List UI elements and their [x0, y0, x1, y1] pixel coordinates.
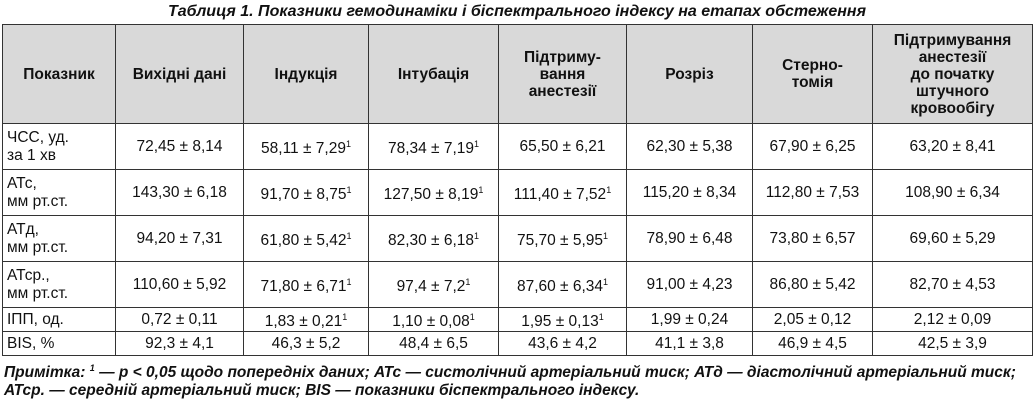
table-cell: 127,50 ± 8,191	[368, 169, 499, 216]
footnote-mark: 1	[89, 363, 95, 373]
table-cell: 46,9 ± 4,5	[752, 331, 873, 356]
cell-note: 1	[603, 277, 609, 287]
data-table: Показник Вихідні дані Індукція Інтубація Під…	[2, 24, 1033, 356]
table-cell: 67,90 ± 6,25	[752, 123, 873, 170]
table-cell: 2,05 ± 0,12	[752, 307, 873, 332]
table-cell: 1,10 ± 0,081	[368, 307, 499, 332]
cell-value: 91,70 ± 8,75	[260, 186, 347, 203]
cell-value: 82,30 ± 6,18	[387, 232, 475, 249]
table-cell: 75,70 ± 5,951	[498, 215, 627, 262]
table-cell: 48,4 ± 6,5	[368, 331, 499, 356]
header-cell: Вихідні дані	[115, 24, 244, 124]
cell-value: 61,80 ± 5,42	[260, 232, 347, 249]
table-cell: 61,80 ± 5,421	[243, 215, 369, 262]
cell-value: 71,80 ± 6,71	[260, 278, 347, 295]
table-cell: 78,90 ± 6,48	[626, 215, 753, 262]
table-cell: 82,30 ± 6,181	[368, 215, 499, 262]
table-cell: 91,70 ± 8,751	[243, 169, 369, 216]
cell-note: 1	[465, 277, 471, 287]
table-row: АТср., мм рт.ст. 110,60 ± 5,92 71,80 ± 6,7…	[2, 261, 1033, 308]
header-row: Показник Вихідні дані Індукція Інтубація Під…	[2, 24, 1033, 124]
table-cell: 43,6 ± 4,2	[498, 331, 627, 356]
cell-note: 1	[469, 312, 475, 322]
table-cell: 91,00 ± 4,23	[626, 261, 753, 308]
cell-note: 1	[598, 312, 604, 322]
header-cell: Підтримування анестезії до початку штучн…	[872, 24, 1033, 124]
table-row: ІПП, од. 0,72 ± 0,11 1,83 ± 0,211 1,10 ± 0,…	[2, 307, 1033, 332]
table-cell: 1,95 ± 0,131	[498, 307, 627, 332]
header-cell: Підтриму- вання анестезії	[498, 24, 627, 124]
table-cell: 111,40 ± 7,521	[498, 169, 627, 216]
header-cell: Стерно- томія	[752, 24, 873, 124]
table-cell: 115,20 ± 8,34	[626, 169, 753, 216]
table-cell: 73,80 ± 6,57	[752, 215, 873, 262]
table-cell: 42,5 ± 3,9	[872, 331, 1033, 356]
table-cell: 82,70 ± 4,53	[872, 261, 1033, 308]
header-cell: Інтубація	[368, 24, 499, 124]
table-cell: 46,3 ± 5,2	[243, 331, 369, 356]
header-cell: Індукція	[243, 24, 369, 124]
cell-value: 1,95 ± 0,13	[521, 313, 599, 330]
footnote-label: Примітка:	[4, 364, 86, 381]
table-cell: 112,80 ± 7,53	[752, 169, 873, 216]
cell-value: 111,40 ± 7,52	[513, 186, 607, 203]
cell-value: 78,34 ± 7,19	[387, 140, 475, 157]
cell-value: 97,4 ± 7,2	[396, 278, 466, 295]
table-cell: 62,30 ± 5,38	[626, 123, 753, 170]
table-cell: 108,90 ± 6,34	[872, 169, 1033, 216]
cell-value: 58,11 ± 7,29	[261, 140, 346, 157]
cell-value: 87,60 ± 6,34	[516, 278, 604, 295]
cell-value: 1,10 ± 0,08	[392, 313, 470, 330]
footnote-text: — p < 0,05 щодо попередніх даних; АТс — …	[4, 364, 1016, 399]
cell-value: 75,70 ± 5,95	[516, 232, 604, 249]
row-label: АТср., мм рт.ст.	[2, 261, 116, 308]
cell-note: 1	[478, 185, 484, 195]
table-cell: 110,60 ± 5,92	[115, 261, 244, 308]
row-label: ІПП, од.	[2, 307, 116, 332]
table-cell: 71,80 ± 6,711	[243, 261, 369, 308]
table-row: АТс, мм рт.ст. 143,30 ± 6,18 91,70 ± 8,751…	[2, 169, 1033, 216]
cell-note: 1	[346, 277, 352, 287]
cell-note: 1	[345, 139, 351, 149]
table-cell: 143,30 ± 6,18	[115, 169, 244, 216]
table-cell: 1,99 ± 0,24	[626, 307, 753, 332]
table-cell: 63,20 ± 8,41	[872, 123, 1033, 170]
table-cell: 94,20 ± 7,31	[115, 215, 244, 262]
cell-note: 1	[603, 231, 609, 241]
row-label: АТс, мм рт.ст.	[2, 169, 116, 216]
table-cell: 0,72 ± 0,11	[115, 307, 244, 332]
table-cell: 86,80 ± 5,42	[752, 261, 873, 308]
table-cell: 92,3 ± 4,1	[115, 331, 244, 356]
table-cell: 65,50 ± 6,21	[498, 123, 627, 170]
row-label: АТд, мм рт.ст.	[2, 215, 116, 262]
table-row: ЧСС, уд. за 1 хв 72,45 ± 8,14 58,11 ± 7,29…	[2, 123, 1033, 170]
table-cell: 97,4 ± 7,21	[368, 261, 499, 308]
row-label: ЧСС, уд. за 1 хв	[2, 123, 116, 170]
table-cell: 72,45 ± 8,14	[115, 123, 244, 170]
cell-note: 1	[474, 231, 480, 241]
cell-note: 1	[342, 312, 348, 322]
row-label: BIS, %	[2, 331, 116, 356]
table-cell: 1,83 ± 0,211	[243, 307, 369, 332]
cell-value: 1,83 ± 0,21	[264, 313, 343, 330]
table-cell: 87,60 ± 6,341	[498, 261, 627, 308]
table-row: BIS, % 92,3 ± 4,1 46,3 ± 5,2 48,4 ± 6,5 43,6…	[2, 331, 1033, 356]
table-cell: 2,12 ± 0,09	[872, 307, 1033, 332]
header-cell: Розріз	[626, 24, 753, 124]
cell-value: 127,50 ± 8,19	[383, 186, 479, 203]
table-row: АТд, мм рт.ст. 94,20 ± 7,31 61,80 ± 5,421 8…	[2, 215, 1033, 262]
footnote: Примітка: 1 — p < 0,05 щодо попередніх д…	[4, 359, 1030, 400]
cell-note: 1	[606, 185, 612, 195]
table-cell: 58,11 ± 7,291	[243, 123, 369, 170]
header-cell: Показник	[2, 24, 116, 124]
table-cell: 78,34 ± 7,191	[368, 123, 499, 170]
table-cell: 69,60 ± 5,29	[872, 215, 1033, 262]
table-title: Таблиця 1. Показники гемодинаміки і бісп…	[167, 3, 867, 20]
cell-note: 1	[346, 185, 352, 195]
table-cell: 41,1 ± 3,8	[626, 331, 753, 356]
cell-note: 1	[474, 139, 480, 149]
cell-note: 1	[346, 231, 352, 241]
